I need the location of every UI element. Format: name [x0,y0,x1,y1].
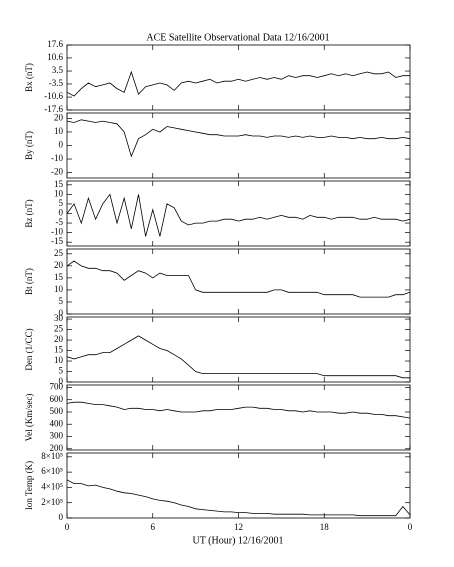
y-tick-label: 400 [50,418,64,428]
y-tick-label: 10 [54,126,64,136]
y-tick-label: -15 [51,236,63,246]
x-tick-label: 6 [151,522,156,532]
y-tick-label: 25 [54,248,64,258]
y-tick-label: 5 [59,198,64,208]
chart-title: ACE Satellite Observational Data 12/16/2… [146,32,329,43]
y-tick-label: 15 [54,345,64,355]
data-line [66,260,411,298]
y-tick-label: 25 [54,324,64,334]
y-tick-label: 5 [59,366,64,376]
x-tick-label: 18 [320,522,330,532]
x-tick-label: 0 [408,522,413,532]
y-tick-label: 6×10⁵ [41,466,63,476]
y-tick-label: 8×10⁵ [41,451,63,461]
y-tick-label: 0 [59,512,64,522]
y-tick-label: 0 [59,376,64,386]
y-axis-label: Bz (nT) [24,199,34,227]
y-tick-label: 700 [50,382,64,392]
y-tick-label: 0 [59,140,64,150]
y-tick-label: 30 [54,313,64,323]
data-line [66,479,411,517]
data-line [66,119,411,158]
y-tick-label: 20 [54,112,64,122]
y-tick-label: 20 [54,260,64,270]
y-tick-label: -5 [56,217,64,227]
y-tick-label: 10 [54,188,64,198]
x-axis-label: UT (Hour) 12/16/2001 [193,535,284,546]
y-tick-label: 500 [50,406,64,416]
y-tick-label: 200 [50,443,64,453]
y-axis-label: Vel (Km/sec) [24,394,34,442]
x-tick-label: 12 [234,522,243,532]
y-tick-label: -3.5 [49,78,64,88]
y-tick-label: 15 [54,272,64,282]
data-line [66,70,410,97]
y-tick-label: 10 [54,355,64,365]
y-tick-label: -17.6 [44,104,63,114]
data-line [66,401,411,419]
y-tick-label: 5 [59,296,64,306]
y-tick-label: 20 [54,334,64,344]
y-tick-label: 2×10⁵ [41,497,63,507]
y-tick-label: -10 [51,227,63,237]
y-tick-label: 10.6 [47,52,63,62]
data-line [66,335,410,379]
y-tick-label: 300 [50,431,64,441]
y-tick-label: 3.5 [52,65,64,75]
y-tick-label: 0 [59,308,64,318]
y-tick-label: 17.6 [47,39,63,49]
y-axis-label: Bx (nT) [24,63,34,92]
y-axis-label: Den (1/CC) [24,328,34,370]
y-tick-label: 600 [50,394,64,404]
y-tick-label: -10.6 [44,91,63,101]
y-axis-label: Bt (nT) [24,268,34,295]
y-tick-label: 10 [54,284,64,294]
y-tick-label: 15 [54,179,64,189]
x-tick-label: 0 [65,522,70,532]
y-tick-label: 4×10⁵ [41,481,63,491]
y-axis-label: Ion Temp (K) [24,461,34,510]
y-tick-label: -20 [51,167,63,177]
y-tick-label: 0 [59,208,64,218]
y-tick-label: -10 [51,153,63,163]
data-line [66,193,411,237]
y-axis-label: By (nT) [24,131,34,160]
